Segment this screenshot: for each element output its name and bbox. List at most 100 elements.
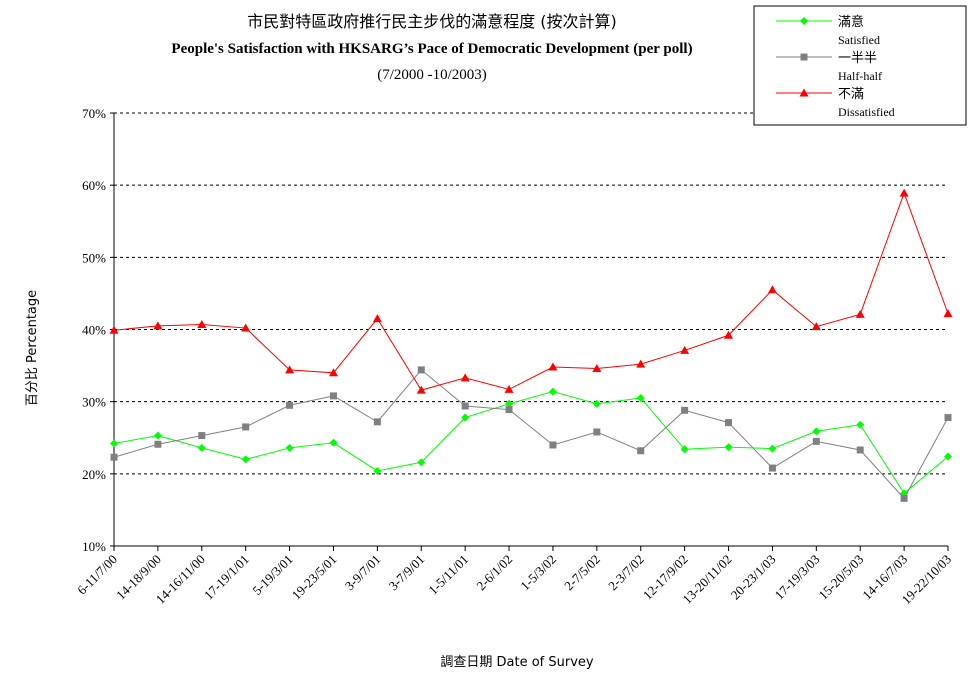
series-half-half (110, 366, 952, 502)
data-point (198, 432, 206, 440)
x-tick-label: 3-7/9/01 (386, 552, 428, 594)
x-tick-label: 1-5/3/02 (517, 552, 559, 594)
x-tick-labels: 6-11/7/0014-18/9/0014-16/11/0017-19/1/01… (74, 552, 954, 608)
data-point (799, 88, 809, 97)
x-tick-label: 17-19/1/01 (201, 552, 252, 603)
data-point (943, 309, 953, 318)
data-point (681, 406, 689, 414)
data-point (637, 447, 645, 455)
data-point (855, 309, 865, 318)
data-point (285, 443, 294, 452)
x-tick-label: 15-20/5/03 (815, 552, 866, 603)
legend-item: 不滿 Dissatisfied (776, 86, 895, 119)
data-point (593, 428, 601, 436)
y-tick-label: 50% (82, 250, 106, 265)
y-tick-label: 10% (82, 539, 106, 554)
data-point (899, 188, 909, 197)
y-tick-label: 60% (82, 178, 106, 193)
data-point (800, 17, 808, 25)
data-point (724, 443, 733, 452)
data-point (372, 314, 382, 323)
series-satisfied (110, 387, 952, 498)
data-point (417, 366, 425, 374)
data-point (767, 285, 777, 294)
data-point (636, 359, 646, 368)
x-tick-label: 2-6/1/02 (473, 552, 515, 594)
x-tick-label: 19-23/5/01 (289, 552, 340, 603)
legend-label-en: Half-half (838, 69, 882, 83)
data-point (154, 440, 162, 448)
data-point (549, 441, 557, 449)
data-point (373, 466, 382, 475)
data-point (548, 362, 558, 371)
series-lines (109, 188, 953, 502)
legend-label-en: Satisfied (838, 33, 880, 47)
data-point (461, 402, 469, 410)
data-point (153, 431, 162, 440)
legend-item: 一半半 Half-half (776, 51, 882, 83)
chart-title-en: People's Satisfaction with HKSARG’s Pace… (171, 41, 692, 57)
x-tick-label: 17-19/3/03 (771, 552, 822, 603)
data-point (286, 401, 294, 409)
series-line (113, 191, 949, 391)
data-point (944, 452, 952, 461)
legend-label-zh: 一半半 (838, 51, 877, 66)
series-line (113, 391, 949, 495)
data-point (329, 438, 338, 447)
series-dissatisfied (109, 188, 953, 394)
data-point (505, 399, 514, 408)
data-point (725, 419, 733, 427)
data-point (110, 453, 118, 461)
data-point (856, 420, 865, 429)
data-point (285, 365, 295, 374)
legend-label-zh: 滿意 (838, 14, 864, 30)
data-point (548, 387, 557, 396)
data-point (944, 414, 952, 422)
gridlines (114, 112, 948, 475)
data-point (800, 53, 808, 61)
axes (110, 112, 949, 551)
chart-subtitle: (7/2000 -10/2003) (377, 67, 487, 83)
series-line (113, 369, 949, 500)
data-point (373, 418, 381, 426)
y-tick-label: 30% (82, 395, 106, 410)
y-tick-label: 20% (82, 467, 106, 482)
legend-item: 滿意 Satisfied (776, 14, 880, 47)
legend: 滿意 Satisfied 一半半 Half-half 不滿 Dissatisfied (753, 5, 967, 126)
data-point (241, 455, 250, 464)
legend-box (753, 5, 967, 126)
data-point (724, 330, 734, 339)
data-point (110, 439, 118, 448)
data-point (329, 392, 337, 400)
data-point (768, 444, 777, 453)
data-point (504, 384, 514, 393)
data-point (680, 445, 689, 454)
x-tick-label: 2-7/5/02 (561, 552, 603, 594)
data-point (197, 443, 206, 452)
data-point (680, 345, 690, 354)
data-point (153, 321, 163, 330)
legend-label-en: Dissatisfied (838, 105, 895, 119)
y-axis-label: 百分比 Percentage (25, 290, 40, 406)
x-tick-label: 20-23/1/03 (728, 552, 779, 603)
data-point (811, 322, 821, 331)
data-point (636, 394, 645, 403)
data-point (505, 406, 513, 414)
data-point (592, 399, 601, 408)
data-point (592, 363, 602, 372)
data-point (812, 437, 820, 445)
x-tick-label: 2-3/7/02 (605, 552, 647, 594)
data-point (242, 423, 250, 431)
y-tick-labels: 10% 20% 30% 40% 50% 60% 70% (82, 106, 106, 554)
y-tick-label: 40% (82, 323, 106, 338)
legend-label-zh: 不滿 (838, 86, 864, 102)
data-point (328, 368, 338, 377)
data-point (768, 464, 776, 472)
data-point (460, 373, 470, 382)
data-point (812, 427, 821, 436)
x-tick-label: 3-9/7/01 (342, 552, 384, 594)
data-point (416, 385, 426, 394)
data-point (197, 319, 207, 328)
data-point (417, 458, 426, 467)
